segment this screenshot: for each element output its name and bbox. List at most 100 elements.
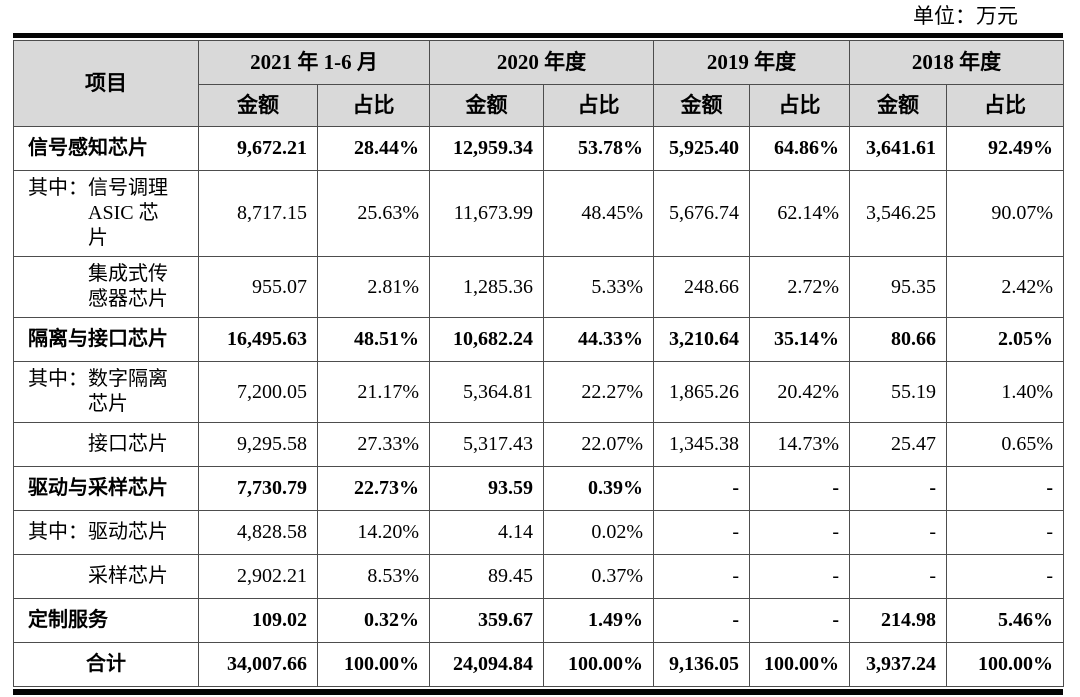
table-row: 其中：数字隔离 芯片 7,200.05 21.17% 5,364.81 22.27% 1,… <box>13 361 1064 423</box>
amount-cell: 8,717.15 <box>198 170 318 257</box>
ratio-cell: - <box>749 466 850 511</box>
ratio-cell: 100.00% <box>317 642 430 687</box>
col-header-ratio-2020: 占比 <box>543 84 654 127</box>
amount-cell: 3,641.61 <box>849 126 947 171</box>
ratio-cell: - <box>749 510 850 555</box>
ratio-cell: 0.65% <box>946 422 1064 467</box>
table-row: 隔离与接口芯片 16,495.63 48.51% 10,682.24 44.33% 3,2… <box>13 317 1064 362</box>
ratio-cell: - <box>749 554 850 599</box>
ratio-cell: 22.07% <box>543 422 654 467</box>
amount-cell: 55.19 <box>849 361 947 423</box>
amount-cell: 1,345.38 <box>653 422 750 467</box>
row-label: 定制服务 <box>13 598 199 643</box>
amount-cell: 80.66 <box>849 317 947 362</box>
table-row: 其中：驱动芯片 4,828.58 14.20% 4.14 0.02% - - - - <box>13 510 1064 555</box>
ratio-cell: 1.49% <box>543 598 654 643</box>
amount-cell: 214.98 <box>849 598 947 643</box>
amount-cell: 95.35 <box>849 256 947 318</box>
revenue-breakdown-table: 项目 2021 年 1-6 月 2020 年度 2019 年度 2018 年度 … <box>13 33 1064 695</box>
amount-cell: 4.14 <box>429 510 544 555</box>
row-label: 集成式传 感器芯片 <box>13 256 199 318</box>
ratio-cell: 48.51% <box>317 317 430 362</box>
table-row: 采样芯片 2,902.21 8.53% 89.45 0.37% - - - - <box>13 554 1064 599</box>
amount-cell: 1,865.26 <box>653 361 750 423</box>
ratio-cell: 20.42% <box>749 361 850 423</box>
amount-cell: 25.47 <box>849 422 947 467</box>
amount-cell: 24,094.84 <box>429 642 544 687</box>
revenue-table: 项目 2021 年 1-6 月 2020 年度 2019 年度 2018 年度 … <box>13 40 1064 687</box>
col-group-2018: 2018 年度 <box>849 40 1064 85</box>
table-row: 信号感知芯片 9,672.21 28.44% 12,959.34 53.78% 5,925… <box>13 126 1064 171</box>
row-label: 其中：数字隔离 芯片 <box>13 361 199 423</box>
col-header-item: 项目 <box>13 40 199 127</box>
amount-cell: 359.67 <box>429 598 544 643</box>
amount-cell: 16,495.63 <box>198 317 318 362</box>
ratio-cell: 0.39% <box>543 466 654 511</box>
header-row-periods: 项目 2021 年 1-6 月 2020 年度 2019 年度 2018 年度 <box>13 40 1064 127</box>
amount-cell: 5,676.74 <box>653 170 750 257</box>
ratio-cell: 1.40% <box>946 361 1064 423</box>
ratio-cell: 0.02% <box>543 510 654 555</box>
ratio-cell: 2.72% <box>749 256 850 318</box>
table-row: 合计 34,007.66 100.00% 24,094.84 100.00% 9,136.… <box>13 642 1064 687</box>
row-label: 合计 <box>13 642 199 687</box>
ratio-cell: 0.37% <box>543 554 654 599</box>
col-group-2021h1: 2021 年 1-6 月 <box>198 40 430 85</box>
amount-cell: - <box>653 554 750 599</box>
ratio-cell: 14.20% <box>317 510 430 555</box>
col-header-amount-2019: 金额 <box>653 84 750 127</box>
ratio-cell: 5.33% <box>543 256 654 318</box>
col-header-amount-2018: 金额 <box>849 84 947 127</box>
ratio-cell: 28.44% <box>317 126 430 171</box>
amount-cell: 2,902.21 <box>198 554 318 599</box>
row-label: 其中：驱动芯片 <box>13 510 199 555</box>
amount-cell: 4,828.58 <box>198 510 318 555</box>
ratio-cell: 5.46% <box>946 598 1064 643</box>
amount-cell: 12,959.34 <box>429 126 544 171</box>
amount-cell: 3,937.24 <box>849 642 947 687</box>
ratio-cell: 2.81% <box>317 256 430 318</box>
ratio-cell: 44.33% <box>543 317 654 362</box>
amount-cell: 9,136.05 <box>653 642 750 687</box>
amount-cell: 3,210.64 <box>653 317 750 362</box>
amount-cell: 5,925.40 <box>653 126 750 171</box>
ratio-cell: 100.00% <box>749 642 850 687</box>
amount-cell: - <box>653 510 750 555</box>
amount-cell: 7,200.05 <box>198 361 318 423</box>
ratio-cell: - <box>946 554 1064 599</box>
header-row-measures: 金额 占比 金额 占比 金额 占比 金额 占比 <box>14 84 1064 127</box>
ratio-cell: - <box>946 510 1064 555</box>
ratio-cell: 53.78% <box>543 126 654 171</box>
ratio-cell: 62.14% <box>749 170 850 257</box>
ratio-cell: 100.00% <box>946 642 1064 687</box>
ratio-cell: 22.73% <box>317 466 430 511</box>
row-label: 其中：信号调理 ASIC 芯 片 <box>13 170 199 257</box>
amount-cell: 5,364.81 <box>429 361 544 423</box>
row-label: 驱动与采样芯片 <box>13 466 199 511</box>
amount-cell: - <box>849 466 947 511</box>
row-label: 隔离与接口芯片 <box>13 317 199 362</box>
amount-cell: 5,317.43 <box>429 422 544 467</box>
amount-cell: - <box>849 554 947 599</box>
table-row: 其中：信号调理 ASIC 芯 片 8,717.15 25.63% 11,673.99 4… <box>13 170 1064 257</box>
col-group-2019: 2019 年度 <box>653 40 850 85</box>
ratio-cell: - <box>749 598 850 643</box>
amount-cell: 3,546.25 <box>849 170 947 257</box>
ratio-cell: 48.45% <box>543 170 654 257</box>
amount-cell: 93.59 <box>429 466 544 511</box>
ratio-cell: 0.32% <box>317 598 430 643</box>
amount-cell: 7,730.79 <box>198 466 318 511</box>
amount-cell: - <box>849 510 947 555</box>
table-row: 集成式传 感器芯片 955.07 2.81% 1,285.36 5.33% 248.66 2… <box>13 256 1064 318</box>
col-header-ratio-2019: 占比 <box>749 84 850 127</box>
bottom-rule <box>13 689 1063 695</box>
ratio-cell: 22.27% <box>543 361 654 423</box>
row-label: 信号感知芯片 <box>13 126 199 171</box>
amount-cell: 1,285.36 <box>429 256 544 318</box>
table-row: 驱动与采样芯片 7,730.79 22.73% 93.59 0.39% - - - - <box>13 466 1064 511</box>
amount-cell: 89.45 <box>429 554 544 599</box>
amount-cell: 10,682.24 <box>429 317 544 362</box>
table-body: 信号感知芯片 9,672.21 28.44% 12,959.34 53.78% 5,925… <box>13 126 1064 687</box>
